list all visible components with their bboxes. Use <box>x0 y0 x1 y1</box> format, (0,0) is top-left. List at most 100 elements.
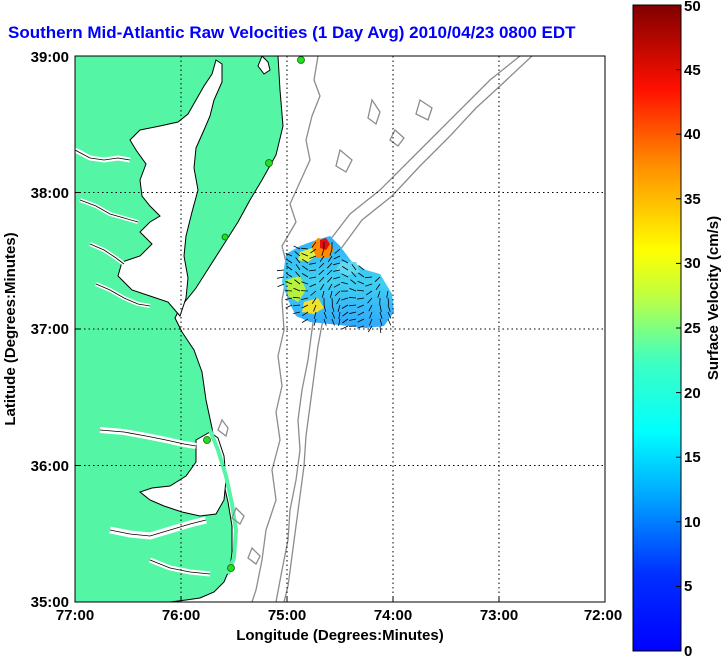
x-tick-label: 74:00 <box>374 607 412 624</box>
velocity-vector <box>301 304 309 309</box>
colorbar-ticks: 0 5 10 15 20 25 30 35 40 45 50 <box>684 0 701 659</box>
y-axis-label: Latitude (Degrees:Minutes) <box>2 232 19 425</box>
velocity-vector <box>349 288 357 292</box>
velocity-vector <box>285 272 293 278</box>
velocity-vector <box>301 258 309 264</box>
velocity-vector <box>357 304 365 308</box>
velocity-vector <box>369 311 373 319</box>
velocity-vector <box>338 318 341 326</box>
velocity-vectors <box>276 241 392 334</box>
velocity-vector <box>348 296 357 299</box>
velocity-vector <box>379 304 382 312</box>
velocity-vector <box>349 318 357 321</box>
colorbar-tick-label: 30 <box>684 255 701 272</box>
y-tick-label: 35:00 <box>31 594 69 611</box>
velocity-vector <box>365 290 373 296</box>
velocity-vector <box>293 311 301 314</box>
velocity-vector <box>387 318 392 326</box>
velocity-vector <box>357 297 365 300</box>
velocity-vector <box>341 304 349 309</box>
velocity-vector <box>310 290 317 296</box>
station-dot-icon <box>221 233 229 241</box>
velocity-vector <box>358 265 365 271</box>
x-tick-label: 77:00 <box>56 607 94 624</box>
velocity-vector <box>318 276 325 283</box>
velocity-vector <box>375 283 381 291</box>
velocity-vector <box>387 311 392 319</box>
velocity-vector <box>327 276 333 283</box>
velocity-vector <box>341 259 349 264</box>
velocity-vector <box>377 290 381 298</box>
velocity-vector <box>313 311 317 319</box>
velocity-vector <box>285 252 293 257</box>
velocity-vector <box>358 272 365 278</box>
station-dot-icon <box>203 436 211 444</box>
y-axis-ticks: 39:00 38:00 37:00 36:00 35:00 <box>31 49 69 611</box>
velocity-vector <box>311 297 317 305</box>
velocity-vector <box>301 318 309 323</box>
colorbar-tick-label: 15 <box>684 449 701 466</box>
velocity-vector <box>294 279 301 285</box>
velocity-vector <box>374 276 381 283</box>
map-title: Southern Mid-Atlantic Raw Velocities (1 … <box>8 23 576 42</box>
velocity-vector <box>357 318 365 323</box>
x-axis-label: Longitude (Degrees:Minutes) <box>236 627 444 644</box>
velocity-vector <box>323 304 327 312</box>
velocity-vector <box>328 283 333 291</box>
colorbar-tick-label: 25 <box>684 320 701 337</box>
x-tick-label: 73:00 <box>480 607 518 624</box>
velocity-vector <box>301 273 309 278</box>
velocity-vector <box>341 273 349 278</box>
velocity-vector <box>387 297 390 306</box>
station-dot-icon <box>297 56 305 64</box>
velocity-vector <box>367 297 373 304</box>
y-tick-label: 39:00 <box>31 49 69 66</box>
velocity-vector <box>336 297 341 305</box>
velocity-vector <box>333 255 341 260</box>
velocity-vector <box>357 289 365 292</box>
velocity-vector <box>323 318 327 326</box>
velocity-vector <box>301 297 309 300</box>
velocity-vector <box>334 290 341 297</box>
velocity-vector <box>387 304 391 312</box>
velocity-vector <box>318 269 325 275</box>
velocity-vector <box>309 269 317 272</box>
velocity-vector <box>319 255 325 263</box>
velocity-vector <box>277 283 285 288</box>
velocity-vector <box>333 262 341 266</box>
velocity-vector <box>333 276 341 280</box>
x-tick-label: 76:00 <box>162 607 200 624</box>
velocity-vector <box>276 269 285 272</box>
velocity-vector <box>357 311 365 316</box>
velocity-vector <box>331 318 335 326</box>
velocity-vector <box>367 325 373 333</box>
velocity-vector <box>309 262 317 265</box>
velocity-vector <box>284 290 293 292</box>
velocity-vector <box>331 304 335 312</box>
velocity-vector <box>309 255 317 259</box>
velocity-vector <box>349 311 357 315</box>
velocity-vector <box>301 253 309 257</box>
velocity-vector <box>300 247 309 250</box>
velocity-vector <box>327 255 333 263</box>
velocity-vector <box>309 276 317 279</box>
velocity-vector <box>293 304 301 307</box>
colorbar-tick-label: 45 <box>684 62 701 79</box>
velocity-vector <box>321 290 325 298</box>
velocity-vector <box>295 271 301 278</box>
velocity-vector <box>294 251 301 257</box>
velocity-vector <box>333 269 341 272</box>
colorbar-tick-label: 5 <box>684 578 692 595</box>
velocity-vector <box>341 325 349 330</box>
velocity-vector <box>364 276 373 279</box>
velocity-vector <box>341 265 349 271</box>
station-dot-icon <box>227 564 235 572</box>
velocity-vector <box>285 304 293 309</box>
velocity-vector <box>320 283 325 291</box>
y-tick-label: 37:00 <box>31 321 69 338</box>
velocity-vector <box>351 264 357 271</box>
velocity-vector <box>326 269 333 276</box>
x-axis-ticks: 77:00 76:00 75:00 74:00 73:00 72:00 <box>56 607 622 624</box>
velocity-vector <box>295 257 301 264</box>
